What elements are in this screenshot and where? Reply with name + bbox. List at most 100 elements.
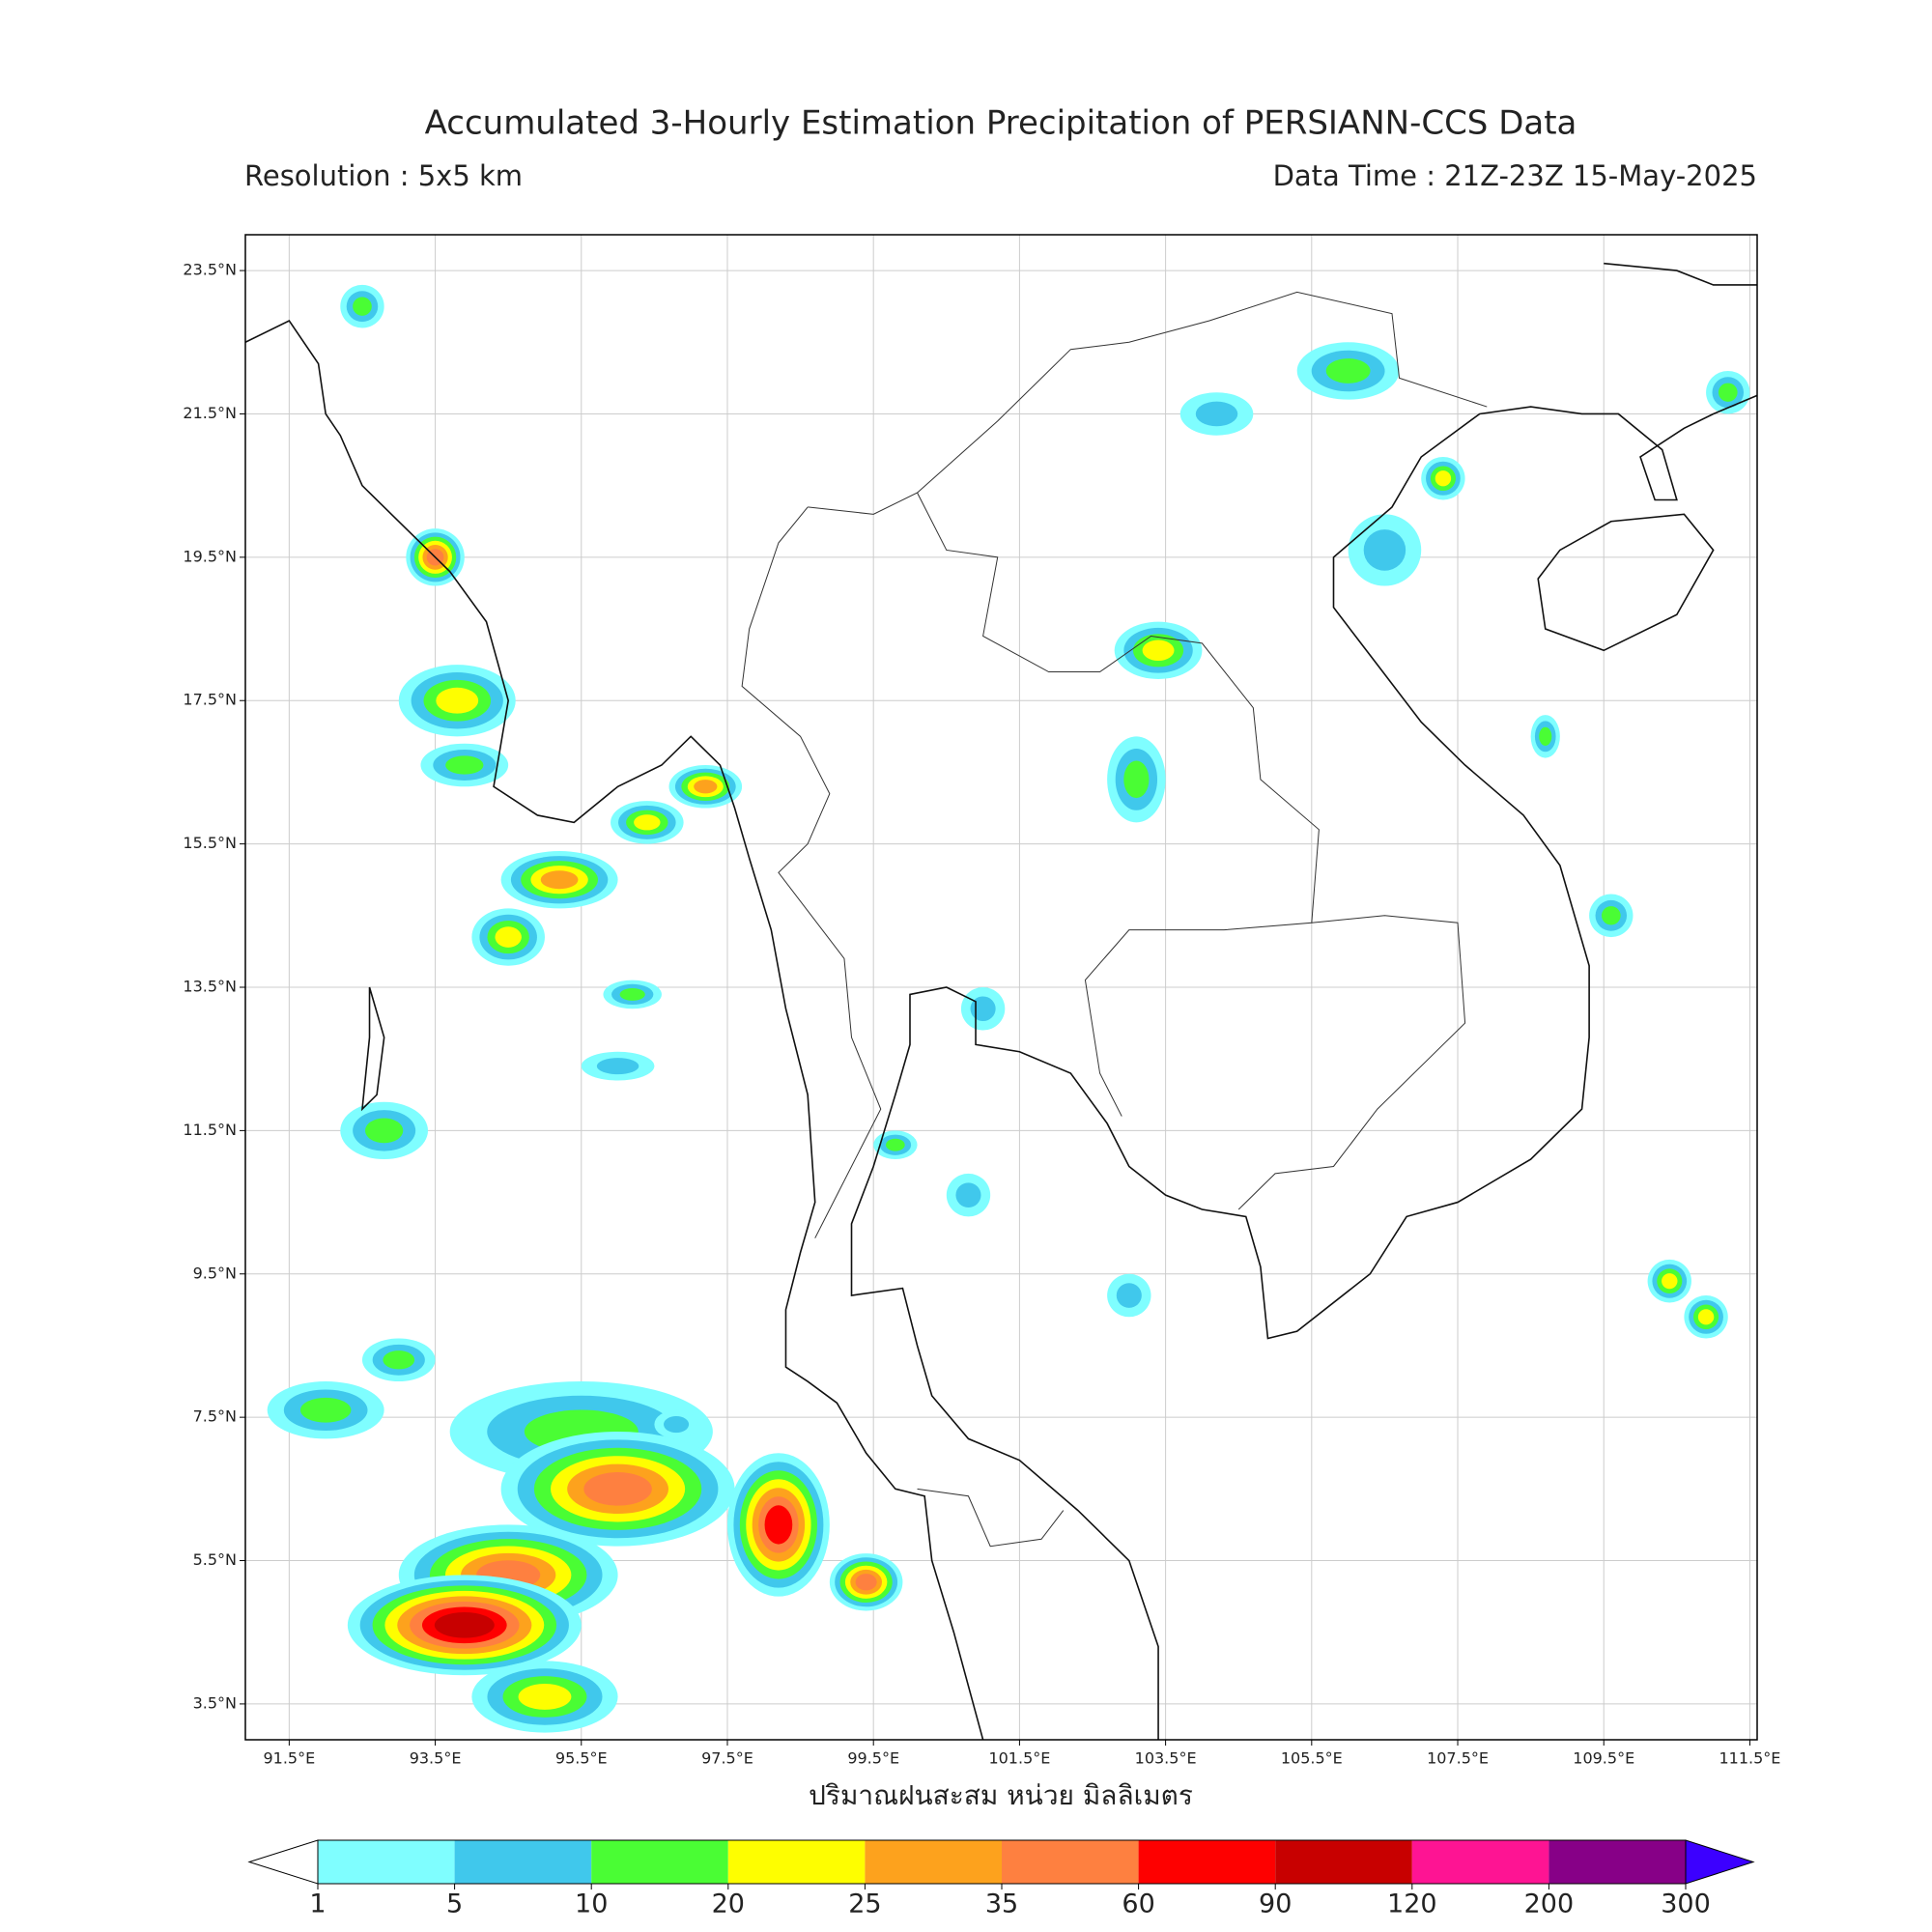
rain-cell bbox=[1116, 1283, 1142, 1308]
y-tick-label: 9.5°N bbox=[193, 1264, 237, 1282]
rain-cell bbox=[495, 926, 522, 948]
y-tick-label: 11.5°N bbox=[183, 1121, 237, 1139]
y-tick-label: 17.5°N bbox=[183, 691, 237, 709]
border bbox=[808, 493, 1319, 1116]
rain-cell bbox=[436, 687, 479, 714]
rain-cell bbox=[364, 1118, 404, 1144]
y-tick-label: 5.5°N bbox=[193, 1550, 237, 1569]
y-tick-label: 3.5°N bbox=[193, 1693, 237, 1712]
coastline bbox=[245, 321, 983, 1740]
colorbar-label: 25 bbox=[848, 1889, 881, 1919]
x-tick-label: 99.5°E bbox=[847, 1749, 899, 1768]
colorbar-segment bbox=[1411, 1840, 1549, 1884]
y-tick-label: 15.5°N bbox=[183, 834, 237, 852]
rain-cell bbox=[1435, 470, 1452, 487]
rain-cell bbox=[1539, 726, 1552, 746]
y-tick-label: 13.5°N bbox=[183, 978, 237, 996]
rain-cell bbox=[583, 1472, 652, 1506]
y-tick-label: 19.5°N bbox=[183, 547, 237, 565]
colorbar-label: 20 bbox=[712, 1889, 745, 1919]
colorbar-segment bbox=[727, 1840, 866, 1884]
coastline bbox=[1538, 514, 1713, 650]
colorbar-label: 120 bbox=[1387, 1889, 1437, 1919]
rain-cell bbox=[1195, 401, 1238, 427]
rain-cell bbox=[1662, 1273, 1678, 1290]
rain-cell bbox=[1718, 383, 1738, 402]
colorbar-segment bbox=[1002, 1840, 1139, 1884]
rain-cell bbox=[634, 814, 661, 831]
x-tick-label: 97.5°E bbox=[701, 1749, 753, 1768]
rain-cell bbox=[1363, 529, 1406, 571]
rain-cell bbox=[1142, 639, 1175, 662]
axis-ticks: 91.5°E 93.5°E 95.5°E 97.5°E 99.5°E 101.5°E 103… bbox=[183, 235, 1780, 1768]
y-tick-label: 21.5°N bbox=[183, 404, 237, 422]
colorbar-label: 1 bbox=[309, 1889, 326, 1919]
colorbar-segment bbox=[454, 1840, 592, 1884]
rain-layer bbox=[267, 284, 1750, 1733]
coastline bbox=[852, 392, 1765, 1776]
rain-cell bbox=[434, 1611, 495, 1638]
colorbar-label: 60 bbox=[1122, 1889, 1154, 1919]
x-tick-label: 111.5°E bbox=[1719, 1749, 1780, 1768]
colorbar: 1 5 10 20 25 35 60 90 120 200 300 bbox=[247, 1839, 1755, 1919]
colorbar-label: 35 bbox=[985, 1889, 1018, 1919]
colorbar-under bbox=[247, 1839, 319, 1885]
x-axis-label: ปริมาณฝนสะสม หน่วย มิลลิเมตร bbox=[809, 1779, 1193, 1811]
colorbar-label: 200 bbox=[1524, 1889, 1575, 1919]
borders bbox=[742, 292, 1487, 1546]
colorbar-segment bbox=[1548, 1840, 1686, 1884]
colorbar-label: 300 bbox=[1661, 1889, 1711, 1919]
rain-cell bbox=[694, 780, 718, 794]
rain-cell bbox=[1697, 1309, 1715, 1325]
y-tick-label: 7.5°N bbox=[193, 1407, 237, 1426]
x-tick-label: 101.5°E bbox=[988, 1749, 1050, 1768]
coastline bbox=[362, 987, 384, 1109]
rain-cell bbox=[764, 1505, 793, 1545]
colorbar-segment bbox=[1138, 1840, 1276, 1884]
rain-cell bbox=[664, 1416, 690, 1434]
map-area bbox=[245, 264, 1765, 1776]
rain-cell bbox=[445, 755, 484, 775]
colorbar-segment bbox=[1275, 1840, 1412, 1884]
x-tick-label: 95.5°E bbox=[555, 1749, 608, 1768]
rain-cell bbox=[955, 1182, 981, 1208]
rain-cell bbox=[619, 987, 645, 1001]
y-tick-label: 23.5°N bbox=[183, 261, 237, 279]
coastline bbox=[1604, 264, 1764, 285]
rain-cell bbox=[855, 1574, 877, 1591]
colorbar-label: 90 bbox=[1259, 1889, 1292, 1919]
rain-cell bbox=[596, 1058, 639, 1075]
map-frame bbox=[244, 234, 1758, 1741]
colorbar-segment bbox=[318, 1840, 455, 1884]
x-tick-label: 109.5°E bbox=[1573, 1749, 1634, 1768]
colorbar-label: 5 bbox=[446, 1889, 463, 1919]
resolution: Resolution : 5x5 km bbox=[244, 159, 523, 192]
geo-layer bbox=[245, 264, 1765, 1776]
colorbar-segment bbox=[865, 1840, 1002, 1884]
rain-cell bbox=[970, 996, 996, 1022]
rain-cell bbox=[353, 297, 372, 316]
rain-cell bbox=[540, 870, 579, 890]
x-tick-label: 91.5°E bbox=[263, 1749, 315, 1768]
rain-cell bbox=[1325, 358, 1371, 384]
rain-cell bbox=[1601, 906, 1621, 925]
colorbar-over bbox=[1685, 1839, 1755, 1885]
border bbox=[918, 1489, 1064, 1546]
x-tick-label: 93.5°E bbox=[410, 1749, 462, 1768]
border bbox=[1238, 916, 1464, 1209]
rain-cell bbox=[518, 1684, 572, 1710]
coastlines bbox=[245, 264, 1765, 1776]
rain-cell bbox=[383, 1350, 415, 1370]
x-tick-label: 103.5°E bbox=[1135, 1749, 1197, 1768]
rain-cell bbox=[299, 1397, 352, 1423]
border bbox=[742, 507, 881, 1238]
x-tick-label: 107.5°E bbox=[1427, 1749, 1489, 1768]
x-tick-label: 105.5°E bbox=[1281, 1749, 1343, 1768]
colorbar-label: 10 bbox=[575, 1889, 608, 1919]
colorbar-segment bbox=[591, 1840, 728, 1884]
map-title: Accumulated 3-Hourly Estimation Precipit… bbox=[425, 104, 1577, 143]
rain-cell bbox=[886, 1138, 905, 1151]
data-time: Data Time : 21Z-23Z 15-May-2025 bbox=[1273, 159, 1757, 192]
border bbox=[918, 292, 1488, 493]
